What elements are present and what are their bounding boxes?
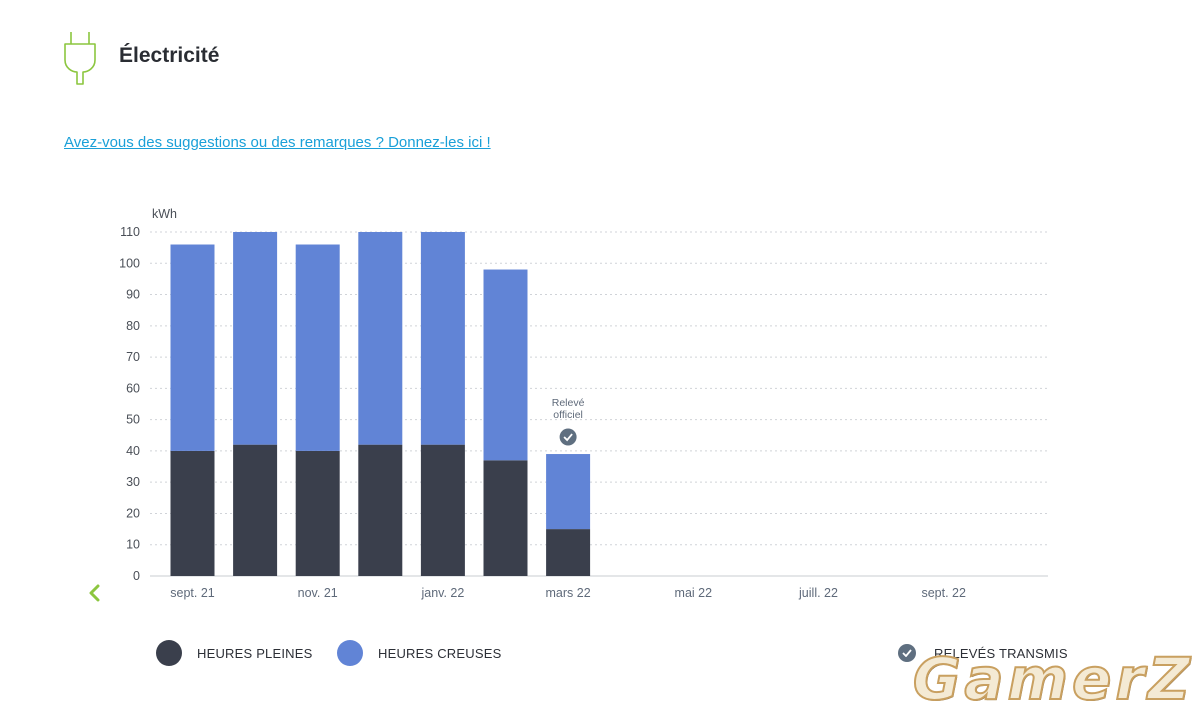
consumption-chart: 0 10 20 30 40 50 60 70 80 90 100 110 kWh sept. 21 nov.… <box>119 207 1048 600</box>
y-tick-label: 0 <box>133 569 140 583</box>
y-axis-label: kWh <box>152 207 177 221</box>
y-tick-label: 90 <box>126 288 140 302</box>
plug-icon <box>62 30 98 86</box>
y-tick-label: 70 <box>126 350 140 364</box>
x-tick-label: janv. 22 <box>420 586 464 600</box>
x-tick-label: mars 22 <box>546 586 591 600</box>
bar-heures-creuses <box>233 232 278 445</box>
previous-period-button[interactable] <box>84 582 104 604</box>
legend-swatch-creuses <box>337 640 363 666</box>
legend-label-transmis: RELEVÉS TRANSMIS <box>934 645 1068 661</box>
x-tick-label: sept. 22 <box>921 586 966 600</box>
x-tick-label: juill. 22 <box>798 586 838 600</box>
y-tick-label: 30 <box>126 475 140 489</box>
bar-heures-creuses <box>170 244 215 451</box>
legend-label-pleines: HEURES PLEINES <box>197 645 313 661</box>
check-circle-icon <box>898 644 916 662</box>
bar-heures-pleines <box>170 450 215 576</box>
y-tick-label: 10 <box>126 538 140 552</box>
bar-heures-creuses <box>483 269 528 461</box>
y-tick-label: 80 <box>126 319 140 333</box>
bar-heures-creuses <box>420 232 465 445</box>
y-tick-label: 40 <box>126 444 140 458</box>
bar-heures-pleines <box>546 529 591 576</box>
y-tick-label: 20 <box>126 506 140 520</box>
x-tick-label: mai 22 <box>675 586 713 600</box>
bar-heures-creuses <box>546 454 591 530</box>
x-tick-label: nov. 21 <box>298 586 338 600</box>
bar-heures-pleines <box>295 450 340 576</box>
annotation-line2: officiel <box>553 409 583 421</box>
check-circle-icon <box>559 428 577 446</box>
bar-heures-creuses <box>295 244 340 451</box>
annotation-line1: Relevé <box>552 397 585 409</box>
bar-heures-pleines <box>483 460 528 576</box>
legend-item-creuses[interactable]: HEURES CREUSES <box>337 640 501 666</box>
legend-item-pleines[interactable]: HEURES PLEINES <box>156 640 313 666</box>
y-tick-label: 60 <box>126 381 140 395</box>
y-tick-label: 110 <box>120 225 140 239</box>
chevron-left-icon <box>89 584 100 602</box>
bar-heures-pleines <box>233 444 278 576</box>
legend-item-transmis[interactable]: RELEVÉS TRANSMIS <box>898 644 1068 662</box>
bar-heures-creuses <box>358 232 403 445</box>
legend-swatch-pleines <box>156 640 182 666</box>
watermark-logo: GamerZ <box>912 644 1194 714</box>
bar-heures-pleines <box>358 444 403 576</box>
bar-heures-pleines <box>420 444 465 576</box>
x-tick-label: sept. 21 <box>170 586 215 600</box>
feedback-link[interactable]: Avez-vous des suggestions ou des remarqu… <box>64 134 491 151</box>
page-title: Électricité <box>119 44 220 67</box>
legend-label-creuses: HEURES CREUSES <box>378 645 502 661</box>
y-tick-label: 100 <box>119 256 140 270</box>
y-tick-label: 50 <box>126 413 140 427</box>
page-header <box>62 30 98 86</box>
check-mark <box>563 433 573 442</box>
